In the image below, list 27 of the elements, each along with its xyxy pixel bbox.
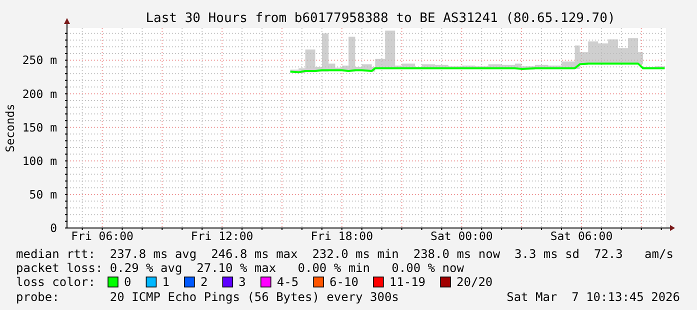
legend-title: loss color:	[16, 275, 96, 289]
legend-label: 6-10	[330, 275, 358, 289]
text: probe: 20 ICMP Echo Pings (56 Bytes) every 300s	[16, 290, 399, 304]
legend-label: 2	[200, 275, 208, 289]
x-tick-label: Sat 00:00	[430, 229, 493, 243]
text: Sat Mar 7 10:13:45 2026	[506, 290, 680, 304]
y-tick-label: 100 m	[22, 154, 58, 168]
legend-label: 3	[238, 275, 246, 289]
legend-label: 1	[162, 275, 170, 289]
y-tick-label: 250 m	[22, 53, 58, 68]
legend-label: 11-19	[389, 275, 426, 289]
chart-title: Last 30 Hours from b60177958388 to BE AS31241 (80.65.129.70)	[146, 11, 616, 26]
y-axis-title: Seconds	[3, 104, 17, 152]
x-tick-label: Sat 06:00	[550, 229, 613, 243]
legend-label: 20/20	[456, 275, 493, 289]
line-series	[289, 62, 666, 74]
y-tick-label: 200 m	[22, 86, 58, 101]
text: median rtt: 237.8 ms avg 246.8 ms max 232.0 ms min 238.0 ms now 3.3 ms sd 72.3 am/s	[16, 247, 674, 261]
x-tick-label: Fri 06:00	[71, 229, 134, 243]
text: packet loss: 0.29 % avg 27.10 % max 0.00 % min 0.00 % now	[16, 261, 465, 275]
y-tick-label: 0	[50, 221, 58, 235]
y-tick-label: 50 m	[29, 187, 58, 202]
x-tick-label: Fri 12:00	[190, 229, 254, 243]
legend-label: 0	[124, 275, 132, 289]
legend-label: 4-5	[276, 275, 299, 289]
y-tick-label: 150 m	[22, 120, 58, 134]
x-tick-label: Fri 18:00	[310, 229, 374, 243]
